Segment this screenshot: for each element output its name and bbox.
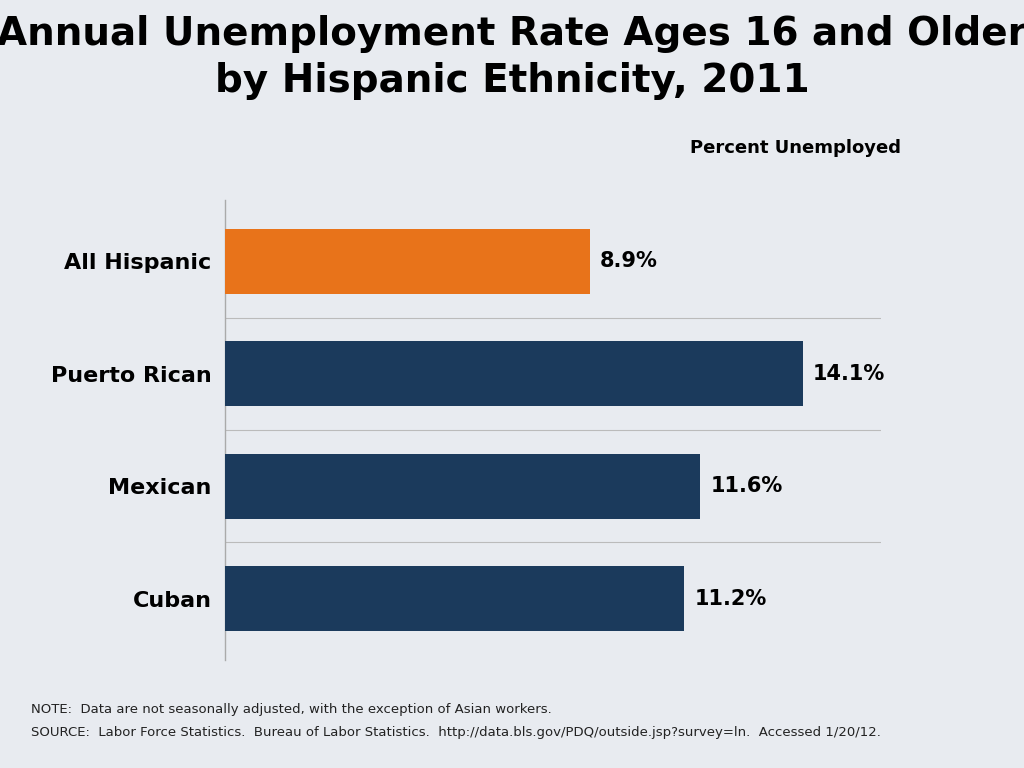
Text: SOURCE:  Labor Force Statistics.  Bureau of Labor Statistics.  http://data.bls.g: SOURCE: Labor Force Statistics. Bureau o…	[31, 726, 881, 739]
Bar	[225, 566, 684, 631]
Text: 11.6%: 11.6%	[711, 476, 783, 496]
Bar	[225, 454, 700, 519]
Text: Annual Unemployment Rate Ages 16 and Older
by Hispanic Ethnicity, 2011: Annual Unemployment Rate Ages 16 and Old…	[0, 15, 1024, 101]
Text: Percent Unemployed: Percent Unemployed	[690, 140, 901, 157]
Bar	[225, 341, 803, 406]
Text: 8.9%: 8.9%	[600, 251, 658, 272]
Bar	[225, 229, 590, 294]
Text: 11.2%: 11.2%	[694, 588, 767, 609]
Text: 14.1%: 14.1%	[813, 364, 886, 384]
Text: NOTE:  Data are not seasonally adjusted, with the exception of Asian workers.: NOTE: Data are not seasonally adjusted, …	[31, 703, 552, 716]
